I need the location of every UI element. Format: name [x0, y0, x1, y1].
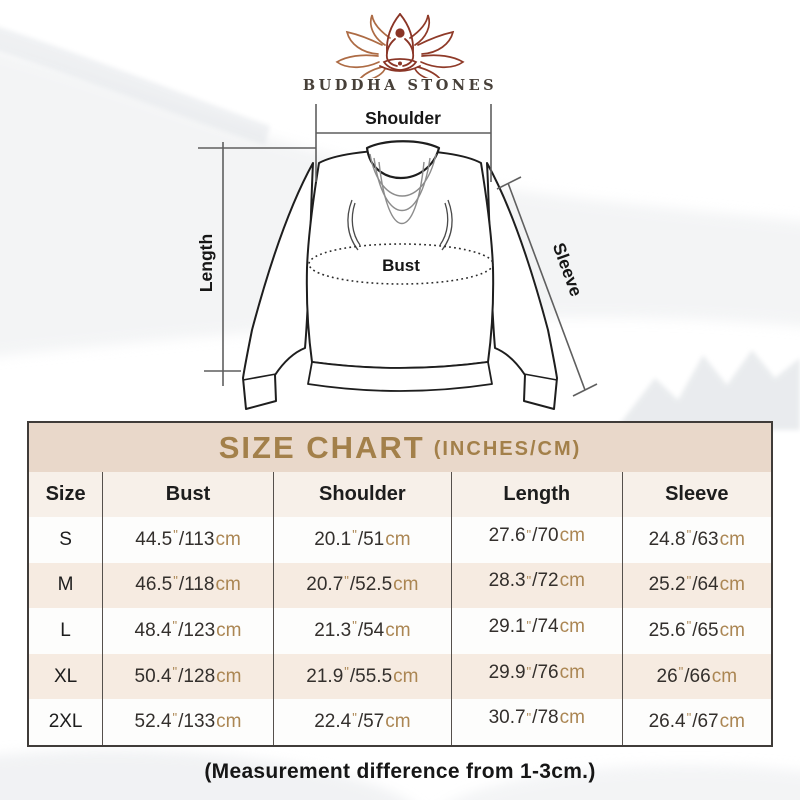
table-header-row: Size Bust Shoulder Length Sleeve — [29, 472, 771, 517]
column-header-length: Length — [452, 472, 623, 517]
length-value-cell: 27.6 "/70 cm — [452, 517, 623, 563]
column-header-size: Size — [29, 472, 104, 517]
measurement-note: (Measurement difference from 1-3cm.) — [204, 760, 596, 783]
column-header-bust: Bust — [103, 472, 274, 517]
left-sleeve — [242, 162, 314, 410]
sleeve-value-cell: 26 "/66 cm — [656, 664, 738, 687]
length-value-cell: 29.9 "/76 cm — [452, 653, 623, 700]
lotus-meditation-icon — [335, 13, 465, 78]
length-value-cell: 28.3 "/72 cm — [452, 562, 623, 609]
sleeve-value-cell: 26.4 "/67 cm — [648, 709, 745, 733]
shoulder-label: Shoulder — [365, 108, 441, 128]
sleeve-value-cell: 24.8 "/63 cm — [648, 527, 745, 550]
size-chart-title-row: SIZE CHART (INCHES/CM) — [29, 423, 771, 472]
size-cell: L — [29, 608, 104, 654]
hem-band — [307, 361, 493, 392]
shoulder-value-cell: 21.3 "/54 cm — [274, 608, 452, 654]
column-header-shoulder: Shoulder — [274, 472, 452, 517]
size-chart-table: SIZE CHART (INCHES/CM) Size Bust Shoulde… — [27, 421, 773, 747]
sleeve-label: Sleeve — [549, 240, 587, 299]
size-chart-unit-subtitle: (INCHES/CM) — [433, 438, 582, 460]
table-row: XL 50.4 "/128 cm 21.9 "/55.5 cm 29.9 "/76 cm 26 "/6… — [29, 653, 771, 700]
length-label: Length — [196, 234, 216, 292]
size-cell: XL — [29, 653, 104, 700]
table-row: M 46.5 "/118 cm 20.7 "/52.5 cm 28.3 "/72 cm 25.2 " /… — [29, 562, 771, 609]
size-cell: M — [29, 562, 104, 609]
bust-value-cell: 44.5 "/113 cm — [103, 517, 274, 563]
shoulder-value-cell: 22.4 "/57 cm — [274, 699, 452, 745]
shoulder-value-cell: 20.7 "/52.5 cm — [274, 562, 452, 609]
bust-value-cell: 46.5 "/118 cm — [103, 562, 274, 609]
table-row: S 44.5 "/113 cm 20.1 "/51 cm 27.6 "/70 cm 24.8 "/63… — [29, 517, 771, 563]
length-value-cell: 30.7 "/78 cm — [452, 699, 623, 745]
size-cell: S — [29, 517, 104, 563]
bust-value-cell: 52.4 "/133 cm — [103, 699, 274, 745]
sleeve-measure-line — [507, 182, 586, 391]
length-value-cell: 29.1 "/74 cm — [452, 608, 623, 654]
table-row: 2XL 52.4 "/133 cm 22.4 "/57 cm 30.7 "/78 cm 26.4 " /… — [29, 699, 771, 745]
bust-label: Bust — [382, 256, 420, 275]
bust-value-cell: 48.4 "/123 cm — [103, 608, 274, 654]
brand-name: BUDDHA STONES — [302, 77, 498, 94]
bust-line — [308, 243, 494, 285]
shoulder-value-cell: 20.1 "/51 cm — [274, 517, 452, 563]
size-chart-rows: S 44.5 "/113 cm 20.1 "/51 cm 27.6 "/70 cm 24.8 "/63… — [29, 517, 771, 745]
column-header-sleeve: Sleeve — [665, 483, 729, 505]
size-chart-title: SIZE CHART — [218, 429, 425, 465]
sleeve-value-cell: 25.6 "/65 cm — [648, 618, 745, 641]
table-row: L 48.4 "/123 cm 21.3 "/54 cm 29.1 "/74 cm 25.6 "/65… — [29, 608, 771, 654]
sweater-measurement-diagram: Shoulder Length Bust Sleeve — [196, 104, 598, 410]
shoulder-value-cell: 21.9 "/55.5 cm — [274, 653, 452, 700]
sleeve-value-cell: 25.2 "/64 cm — [648, 572, 745, 596]
bust-value-cell: 50.4 "/128 cm — [103, 653, 274, 700]
size-cell: 2XL — [29, 699, 104, 745]
